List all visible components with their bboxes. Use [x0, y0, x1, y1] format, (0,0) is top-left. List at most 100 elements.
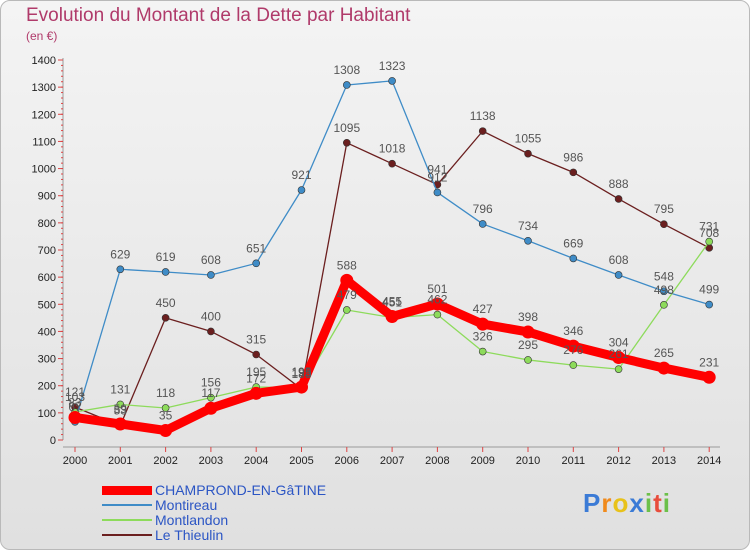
data-label: 731: [699, 220, 719, 234]
data-label: 261: [609, 347, 629, 361]
legend-swatch: [102, 486, 152, 495]
x-tick-label: 2001: [108, 455, 132, 467]
data-label: 131: [110, 382, 130, 396]
x-tick-label: 2009: [470, 455, 494, 467]
legend-item: CHAMPROND-EN-GâTINE: [102, 483, 402, 498]
data-point: [614, 195, 623, 203]
data-label: 462: [427, 293, 447, 307]
data-label: 450: [156, 296, 176, 310]
data-point: [614, 365, 623, 373]
logo-letter: t: [653, 488, 663, 518]
data-label: 35: [159, 409, 173, 423]
x-tick-label: 2013: [652, 455, 676, 467]
logo-letter: i: [662, 488, 671, 518]
data-point: [161, 314, 170, 322]
logo-letter: o: [612, 488, 630, 518]
data-point: [569, 254, 578, 263]
data-point: [249, 386, 263, 400]
x-tick-label: 2006: [335, 455, 359, 467]
data-point: [478, 127, 487, 135]
legend-label: Montireau: [155, 497, 218, 513]
legend: CHAMPROND-EN-GâTINE Montireau Montlandon Le…: [102, 483, 402, 543]
data-point: [705, 300, 714, 309]
chart-title: Evolution du Montant de la Dette par Hab…: [26, 5, 411, 26]
y-tick-label: 300: [38, 354, 56, 366]
data-point: [342, 138, 351, 147]
legend-item: Le Thieulin: [102, 528, 402, 543]
data-point: [430, 297, 444, 311]
data-label: 921: [291, 168, 311, 182]
data-point: [68, 410, 82, 424]
x-tick-label: 2005: [289, 455, 313, 467]
data-point: [295, 380, 308, 394]
data-label: 276: [563, 343, 583, 357]
logo-letter: r: [601, 488, 613, 518]
y-tick-label: 700: [38, 245, 56, 257]
data-point: [297, 186, 306, 194]
data-label: 195: [246, 365, 266, 379]
data-label: 188: [291, 367, 311, 381]
data-point: [207, 271, 215, 279]
data-point: [433, 310, 442, 319]
data-point: [478, 220, 487, 228]
data-point: [476, 317, 490, 331]
data-point: [478, 347, 487, 356]
data-label: 588: [337, 258, 357, 272]
data-label: 1095: [333, 121, 360, 135]
data-label: 427: [473, 302, 493, 316]
x-tick-label: 2002: [153, 455, 177, 467]
logo-letter: i: [644, 488, 654, 518]
data-point: [161, 404, 170, 412]
data-point: [569, 361, 578, 369]
data-label: 193: [291, 366, 311, 380]
data-label: 1018: [379, 142, 406, 156]
data-point: [252, 350, 261, 359]
legend-label: CHAMPROND-EN-GâTINE: [155, 482, 327, 498]
data-point: [702, 370, 716, 384]
data-point: [524, 236, 532, 245]
x-tick-label: 2010: [516, 455, 540, 467]
data-label: 619: [156, 250, 176, 264]
data-label: 53: [114, 404, 128, 418]
data-label: 295: [518, 338, 538, 352]
data-point: [388, 159, 396, 168]
data-label: 912: [427, 170, 447, 184]
y-tick-label: 1300: [32, 82, 56, 94]
y-tick-label: 100: [38, 408, 56, 420]
y-tick-label: 1400: [32, 55, 56, 67]
legend-swatch: [102, 504, 152, 506]
data-label: 888: [609, 177, 629, 191]
legend-label: Le Thieulin: [155, 527, 224, 543]
data-point: [113, 417, 127, 431]
legend-swatch: [102, 519, 152, 521]
data-label: 795: [654, 202, 674, 216]
data-point: [385, 310, 399, 323]
series-line: [74, 130, 710, 427]
y-tick-label: 1200: [32, 109, 56, 121]
data-label: 83: [68, 395, 82, 409]
data-label: 608: [609, 253, 629, 267]
data-point: [204, 401, 218, 415]
data-point: [116, 400, 125, 409]
data-label: 708: [699, 226, 719, 240]
data-label: 195: [291, 365, 311, 379]
data-point: [342, 306, 351, 314]
data-label: 1055: [515, 132, 542, 146]
x-tick-label: 2007: [380, 455, 404, 467]
y-tick-label: 600: [38, 272, 56, 284]
data-point: [660, 301, 668, 309]
proxiti-logo: Proxiti: [583, 488, 671, 519]
data-label: 1323: [379, 59, 406, 73]
data-label: 548: [654, 269, 674, 283]
data-label: 651: [246, 241, 266, 255]
x-tick-label: 2014: [697, 455, 721, 467]
data-label: 400: [201, 309, 221, 323]
data-label: 346: [563, 324, 583, 338]
data-label: 103: [65, 390, 85, 404]
data-label: 118: [156, 386, 175, 400]
data-point: [433, 188, 442, 197]
x-tick-label: 2011: [561, 455, 585, 467]
data-label: 669: [563, 236, 583, 250]
data-label: 265: [654, 346, 674, 360]
data-label: 501: [427, 282, 447, 296]
